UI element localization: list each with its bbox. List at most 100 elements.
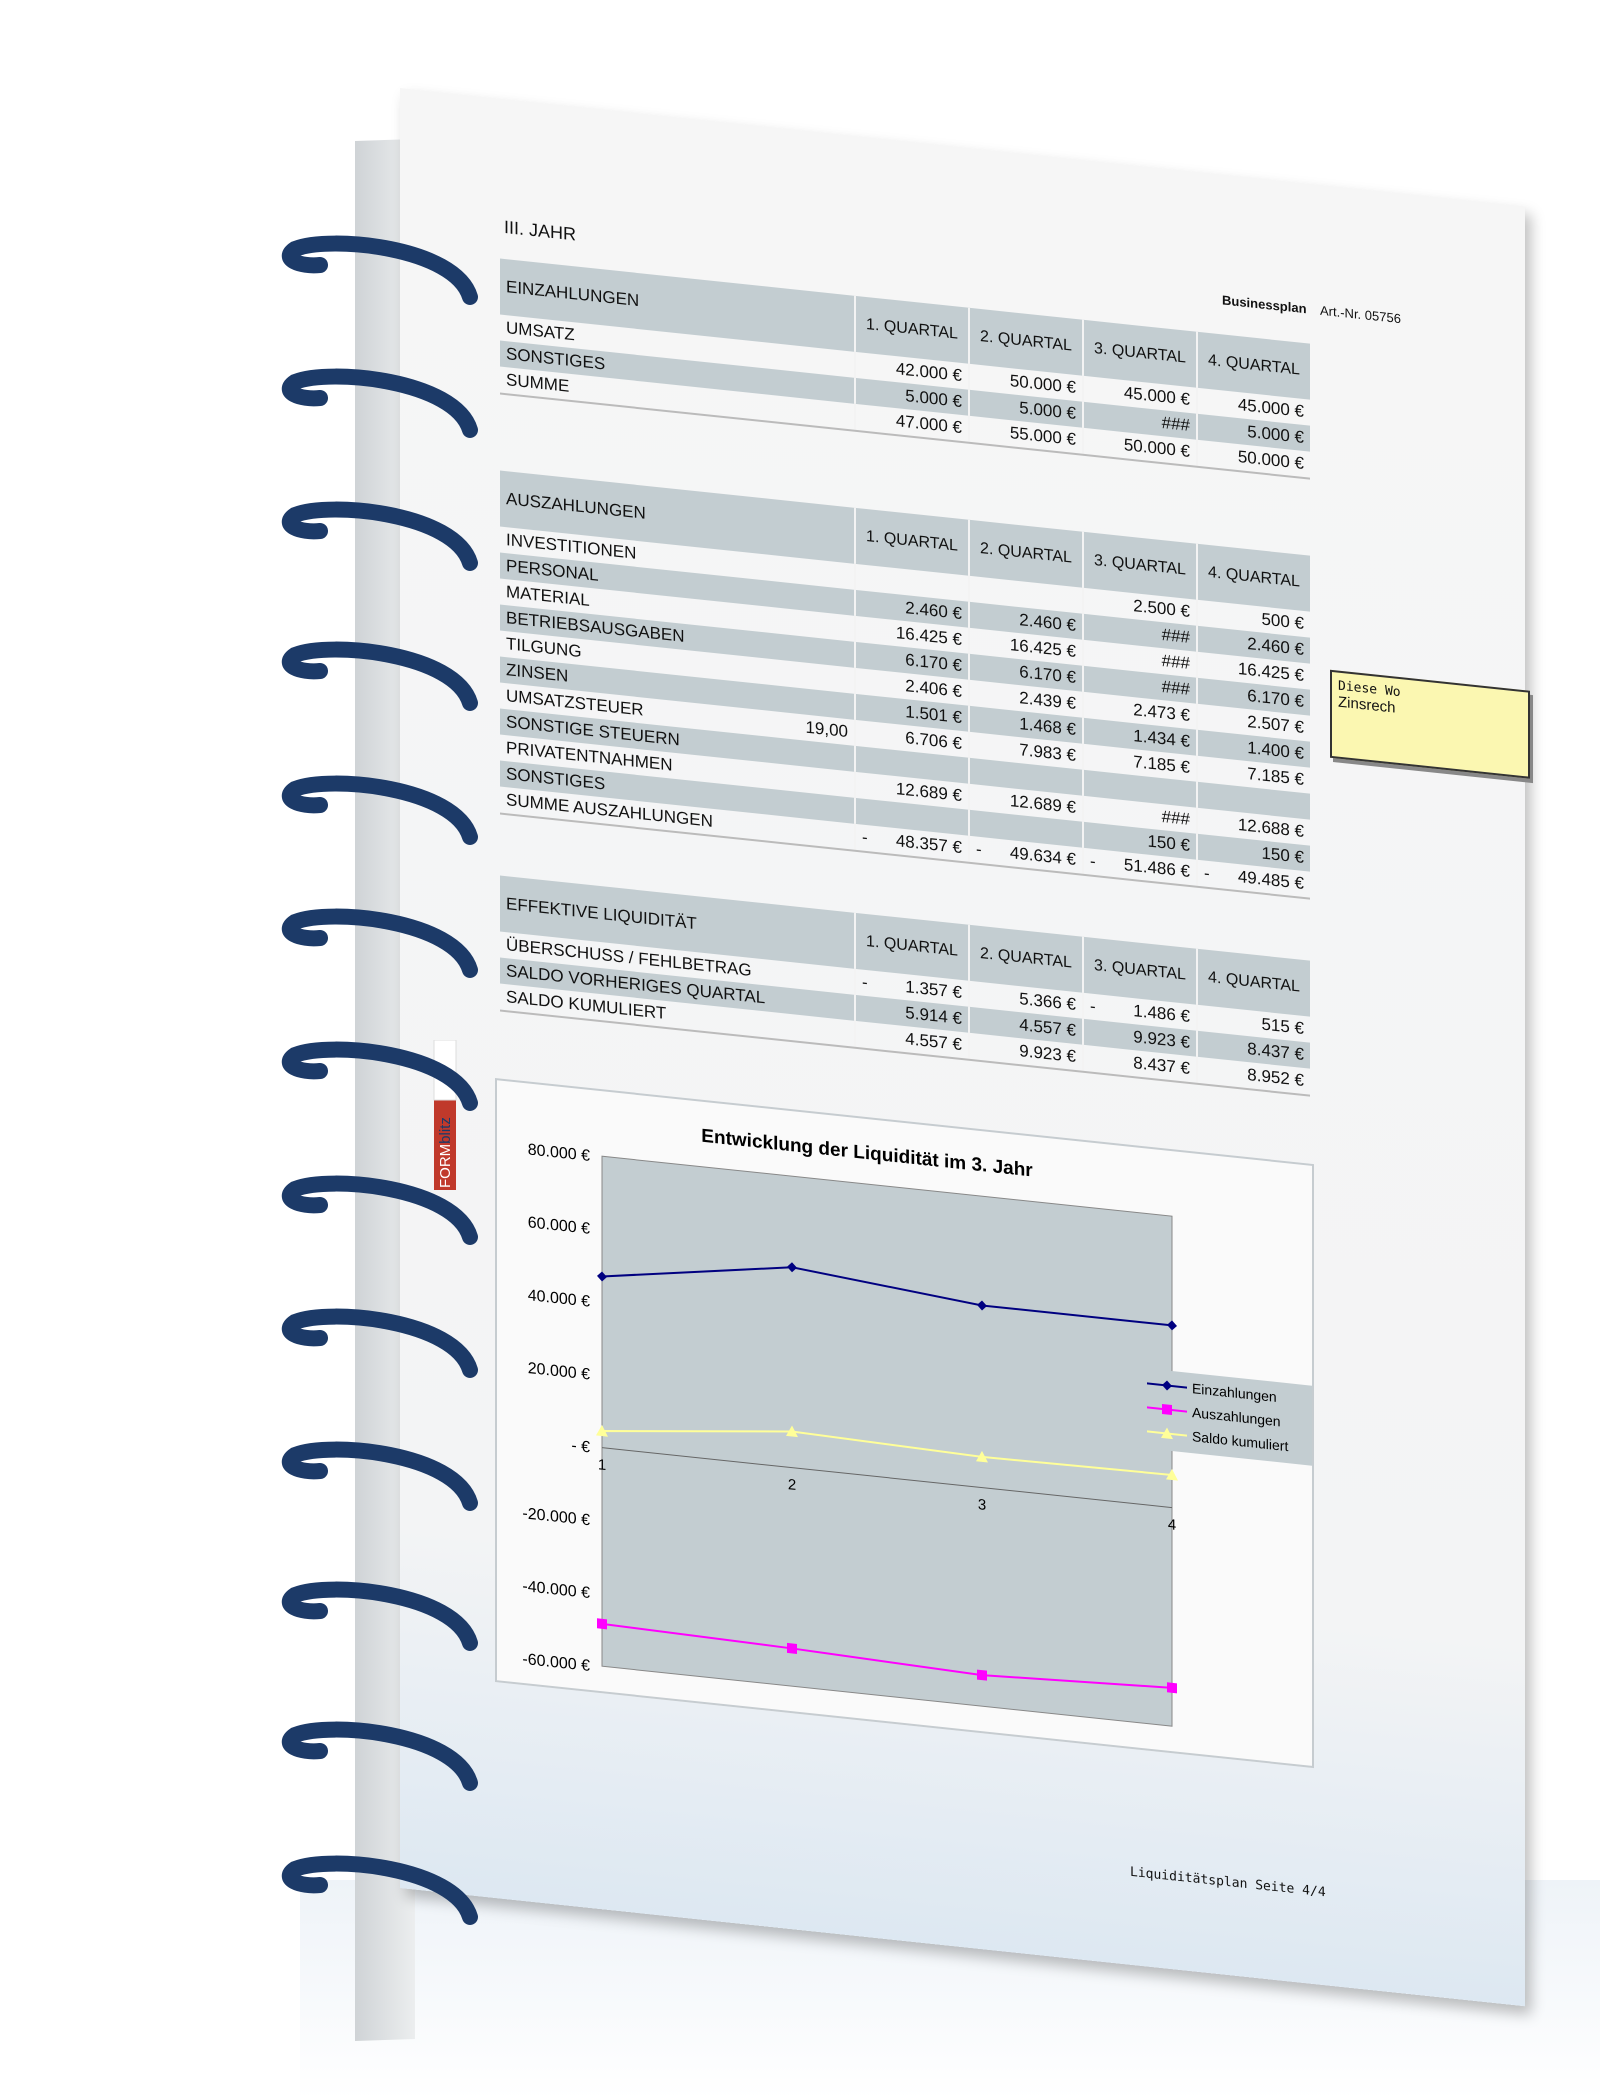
minus-sign: - [976, 839, 982, 860]
document-page: III. JAHR Businessplan Art.-Nr. 05756 EI… [400, 88, 1530, 2007]
cell-value: 16.425 € [1237, 659, 1304, 686]
cell-value: 47.000 € [895, 411, 962, 438]
cell-value: ### [1161, 677, 1190, 700]
cell-value: 2.500 € [1133, 596, 1190, 622]
spiral-loop [281, 641, 478, 711]
cell-value: 7.185 € [1247, 764, 1304, 790]
cell-value: 6.706 € [905, 728, 962, 754]
liquiditaet-table: EFFEKTIVE LIQUIDITÄT 1. QUARTAL 2. QUARTAL… [500, 875, 1310, 1097]
spiral-loop [281, 1721, 478, 1791]
cell-value: 515 € [1261, 1014, 1304, 1039]
auszahlungen-table: AUSZAHLUNGEN 1. QUARTAL 2. QUARTAL 3. QUART… [500, 470, 1310, 900]
chart-svg: Entwicklung der Liquidität im 3. Jahr80.… [522, 1126, 1312, 1727]
legend-box [1132, 1366, 1312, 1466]
cell-value: 55.000 € [1009, 423, 1076, 450]
data-point [786, 1425, 798, 1438]
cell-value: 2.507 € [1247, 712, 1304, 738]
minus-sign: - [862, 827, 868, 848]
x-tick-label: 1 [598, 1456, 606, 1474]
cell-value: 48.357 € [895, 831, 962, 858]
series-line-einzahlungen [601, 1266, 1172, 1327]
series-line-saldo-kumuliert [601, 1430, 1173, 1476]
cell-value: 1.400 € [1247, 738, 1304, 764]
x-axis-line [602, 1447, 1172, 1509]
cell-value: 5.366 € [1019, 989, 1076, 1015]
cell-value: 9.923 € [1133, 1027, 1190, 1053]
data-point [596, 1425, 608, 1437]
cell-value: 8.437 € [1133, 1053, 1190, 1079]
cell-value: ### [1161, 807, 1190, 830]
cell-value: 1.357 € [905, 977, 962, 1003]
cell-value: 16.425 € [1009, 635, 1076, 662]
cell-value: 1.468 € [1019, 714, 1076, 740]
spiral-loop [281, 1441, 478, 1511]
article-number: Art.-Nr. 05756 [1320, 302, 1401, 327]
cell-value: 150 € [1147, 831, 1190, 856]
cell-value: 12.689 € [1009, 791, 1076, 818]
y-tick-label: - € [571, 1436, 590, 1456]
minus-sign: - [1204, 863, 1210, 884]
cell-value: 5.000 € [1019, 398, 1076, 424]
cell-value: 1.486 € [1133, 1001, 1190, 1027]
cell-value: 6.170 € [1019, 662, 1076, 688]
x-tick-label: 2 [788, 1476, 796, 1494]
data-point [597, 1271, 607, 1282]
cell-value: 7.983 € [1019, 740, 1076, 766]
data-point [1167, 1320, 1177, 1331]
spiral-loop [281, 368, 478, 438]
cell-value: 150 € [1261, 843, 1304, 868]
spiral-loop [281, 775, 478, 845]
legend-marker [1162, 1403, 1172, 1415]
cell-value: 45.000 € [1123, 383, 1190, 410]
cell-value: 51.486 € [1123, 855, 1190, 882]
data-point [787, 1642, 797, 1654]
minus-sign: - [1090, 996, 1096, 1017]
rate-header [783, 500, 855, 564]
data-point [787, 1262, 797, 1273]
cell-value: 49.634 € [1009, 843, 1076, 870]
cell-value: 2.460 € [905, 598, 962, 624]
cell-value: 8.952 € [1247, 1065, 1304, 1091]
plot-area [601, 1155, 1173, 1727]
cell-value: 2.406 € [905, 676, 962, 702]
cell-value: 500 € [1261, 609, 1304, 634]
comment-note[interactable]: Diese Wo Zinsrech [1330, 669, 1530, 779]
cell-value: 1.501 € [905, 702, 962, 728]
cell-value: 2.460 € [1019, 610, 1076, 636]
data-point [1167, 1682, 1177, 1694]
cell-value: ### [1161, 413, 1190, 436]
data-point [977, 1669, 987, 1681]
cell-value: 12.689 € [895, 779, 962, 806]
cell-value: 50.000 € [1123, 435, 1190, 462]
spiral-loop [281, 1308, 478, 1378]
cell-value: 4.557 € [905, 1029, 962, 1055]
spiral-loop [281, 1581, 478, 1651]
cell-value: 45.000 € [1237, 395, 1304, 422]
cell-value: 49.485 € [1237, 867, 1304, 894]
data-point [976, 1450, 988, 1463]
cell-value: 6.170 € [905, 650, 962, 676]
cell-value: 50.000 € [1237, 447, 1304, 474]
cell-value: 9.923 € [1019, 1041, 1076, 1067]
x-tick-label: 4 [1168, 1516, 1176, 1534]
cell-value: 6.170 € [1247, 686, 1304, 712]
data-point [597, 1618, 607, 1630]
spiral-loop [281, 235, 478, 305]
series-line-auszahlungen [601, 1622, 1173, 1689]
minus-sign: - [1090, 851, 1096, 872]
data-point [977, 1300, 987, 1311]
cell-value: 50.000 € [1009, 371, 1076, 398]
cell-value: 7.185 € [1133, 752, 1190, 778]
cell-value: 2.473 € [1133, 700, 1190, 726]
cell-value: 8.437 € [1247, 1039, 1304, 1065]
cell-value: 5.000 € [1247, 422, 1304, 448]
x-tick-label: 3 [978, 1496, 986, 1514]
cell-value: 12.688 € [1237, 815, 1304, 842]
cell-value: 42.000 € [895, 359, 962, 386]
legend-marker [1162, 1380, 1172, 1391]
spiral-binding [281, 235, 478, 1925]
cell-value: 2.439 € [1019, 688, 1076, 714]
spiral-loop [281, 1175, 478, 1245]
product-name: Businessplan [1222, 292, 1307, 317]
spiral-loop [281, 1041, 478, 1111]
